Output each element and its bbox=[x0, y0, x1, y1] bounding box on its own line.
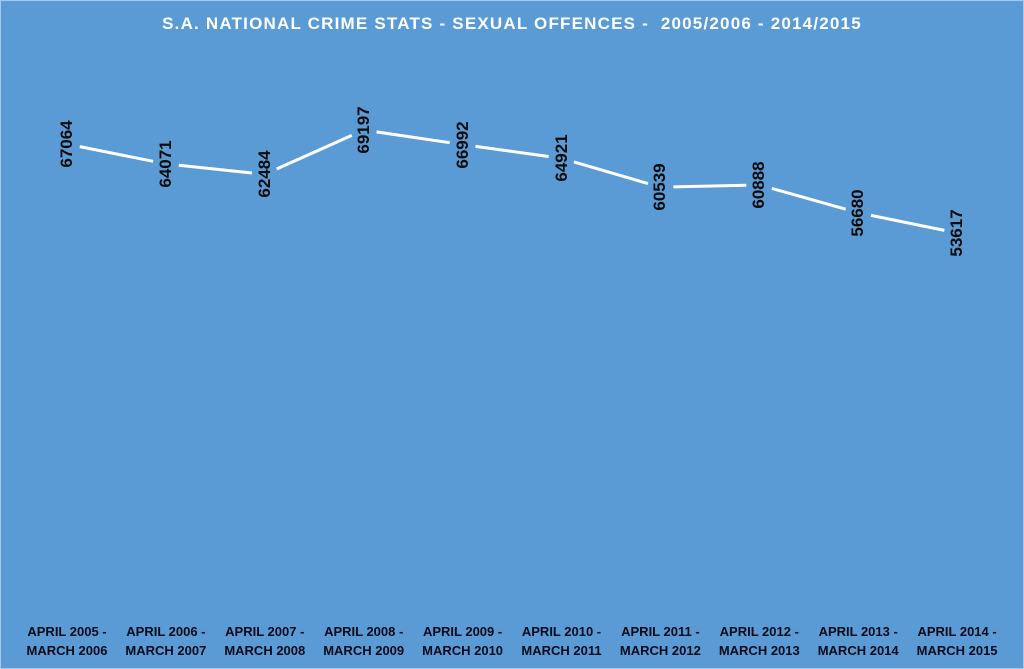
line-segment bbox=[771, 186, 847, 211]
x-axis-label: APRIL 2011 - MARCH 2012 bbox=[610, 622, 710, 660]
line-segment bbox=[178, 163, 253, 175]
x-label-line-1: APRIL 2013 - bbox=[818, 624, 898, 639]
x-label-line-1: APRIL 2011 - bbox=[621, 624, 700, 639]
line-segment bbox=[870, 213, 945, 232]
data-label: 64071 bbox=[155, 140, 175, 188]
data-label: 66992 bbox=[452, 120, 472, 169]
x-label-line-2: MARCH 2009 bbox=[323, 643, 405, 658]
x-axis-label: APRIL 2007 - MARCH 2008 bbox=[215, 622, 315, 660]
line-segment bbox=[79, 145, 154, 163]
x-label-line-2: MARCH 2015 bbox=[916, 643, 998, 658]
data-label: 60888 bbox=[749, 161, 769, 209]
drop-lines bbox=[66, 167, 958, 605]
x-label-line-2: MARCH 2006 bbox=[26, 643, 108, 658]
x-label-line-1: APRIL 2007 - bbox=[225, 624, 305, 639]
data-label: 56680 bbox=[848, 189, 868, 237]
x-axis-label: APRIL 2014 - MARCH 2015 bbox=[907, 622, 1007, 660]
data-label: 62484 bbox=[254, 150, 274, 198]
x-axis-label: APRIL 2008 - MARCH 2009 bbox=[314, 622, 414, 660]
line-segment bbox=[673, 183, 747, 189]
x-axis-label: APRIL 2005 - MARCH 2006 bbox=[17, 622, 117, 660]
x-label-line-2: MARCH 2008 bbox=[224, 643, 306, 658]
x-label-line-1: APRIL 2012 - bbox=[719, 624, 799, 639]
data-label: 69197 bbox=[353, 106, 373, 154]
data-label: 67064 bbox=[57, 120, 76, 168]
x-axis-label: APRIL 2012 - MARCH 2013 bbox=[709, 622, 809, 660]
chart-title: S.A. NATIONAL CRIME STATS - SEXUAL OFFEN… bbox=[162, 14, 862, 33]
x-label-line-2: MARCH 2007 bbox=[125, 643, 207, 658]
line-segment bbox=[475, 144, 549, 158]
x-label-line-1: APRIL 2009 - bbox=[422, 624, 503, 639]
x-label-line-2: MARCH 2012 bbox=[619, 643, 701, 658]
data-label: 53617 bbox=[947, 209, 967, 257]
x-axis-label: APRIL 2010 - MARCH 2011 bbox=[512, 622, 612, 660]
line-segment bbox=[376, 130, 450, 145]
x-label-line-2: MARCH 2010 bbox=[422, 643, 504, 658]
x-label-line-1: APRIL 2006 - bbox=[126, 624, 206, 639]
line-segment bbox=[573, 160, 649, 186]
x-axis-label: APRIL 2006 - MARCH 2007 bbox=[116, 622, 216, 660]
data-label: 64921 bbox=[551, 134, 571, 182]
data-line bbox=[79, 130, 945, 232]
x-label-line-1: APRIL 2014 - bbox=[917, 624, 997, 639]
x-label-line-2: MARCH 2013 bbox=[718, 643, 800, 658]
x-label-line-1: APRIL 2005 - bbox=[27, 624, 107, 639]
x-label-line-1: APRIL 2010 - bbox=[521, 624, 602, 639]
line-segment bbox=[276, 133, 353, 171]
x-label-line-2: MARCH 2014 bbox=[817, 643, 899, 658]
x-label-line-1: APRIL 2008 - bbox=[324, 624, 404, 639]
data-label: 60539 bbox=[650, 163, 670, 211]
x-axis-label: APRIL 2009 - MARCH 2010 bbox=[413, 622, 513, 660]
x-label-line-2: MARCH 2011 bbox=[521, 643, 602, 658]
x-axis-label: APRIL 2013 - MARCH 2014 bbox=[808, 622, 908, 660]
